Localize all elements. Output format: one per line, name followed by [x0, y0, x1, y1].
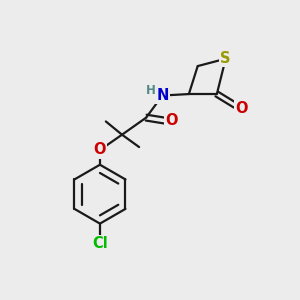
- Text: S: S: [220, 51, 231, 66]
- Text: H: H: [146, 84, 156, 97]
- Text: Cl: Cl: [92, 236, 108, 251]
- Text: O: O: [166, 113, 178, 128]
- Text: O: O: [235, 101, 248, 116]
- Text: O: O: [94, 142, 106, 158]
- Text: N: N: [156, 88, 169, 103]
